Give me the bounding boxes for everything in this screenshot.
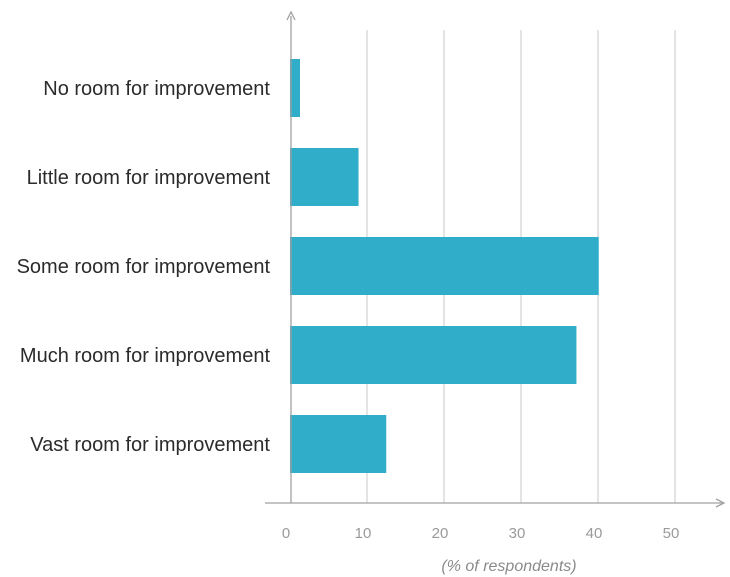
x-tick-label: 30	[509, 525, 526, 542]
bar	[290, 148, 359, 206]
x-axis-title: (% of respondents)	[441, 558, 576, 575]
category-label: Some room for improvement	[17, 256, 271, 278]
x-tick-label: 0	[282, 525, 290, 542]
bar	[290, 326, 577, 384]
bar	[290, 415, 387, 473]
x-tick-label: 50	[663, 525, 680, 542]
x-tick-label: 20	[432, 525, 449, 542]
category-label: Vast room for improvement	[30, 434, 270, 456]
category-label: Much room for improvement	[20, 345, 271, 367]
axes	[265, 10, 726, 508]
category-labels: No room for improvement Little room for i…	[17, 78, 271, 456]
x-axis-arrow-icon	[715, 498, 726, 508]
bar	[290, 59, 301, 117]
x-tick-labels: 0 10 20 30 40 50	[282, 525, 680, 542]
category-label: No room for improvement	[43, 78, 270, 100]
bar	[290, 237, 599, 295]
x-tick-label: 40	[586, 525, 603, 542]
y-axis-arrow-icon	[286, 10, 296, 21]
bars	[290, 59, 599, 473]
category-label: Little room for improvement	[27, 167, 271, 189]
x-tick-label: 10	[355, 525, 372, 542]
